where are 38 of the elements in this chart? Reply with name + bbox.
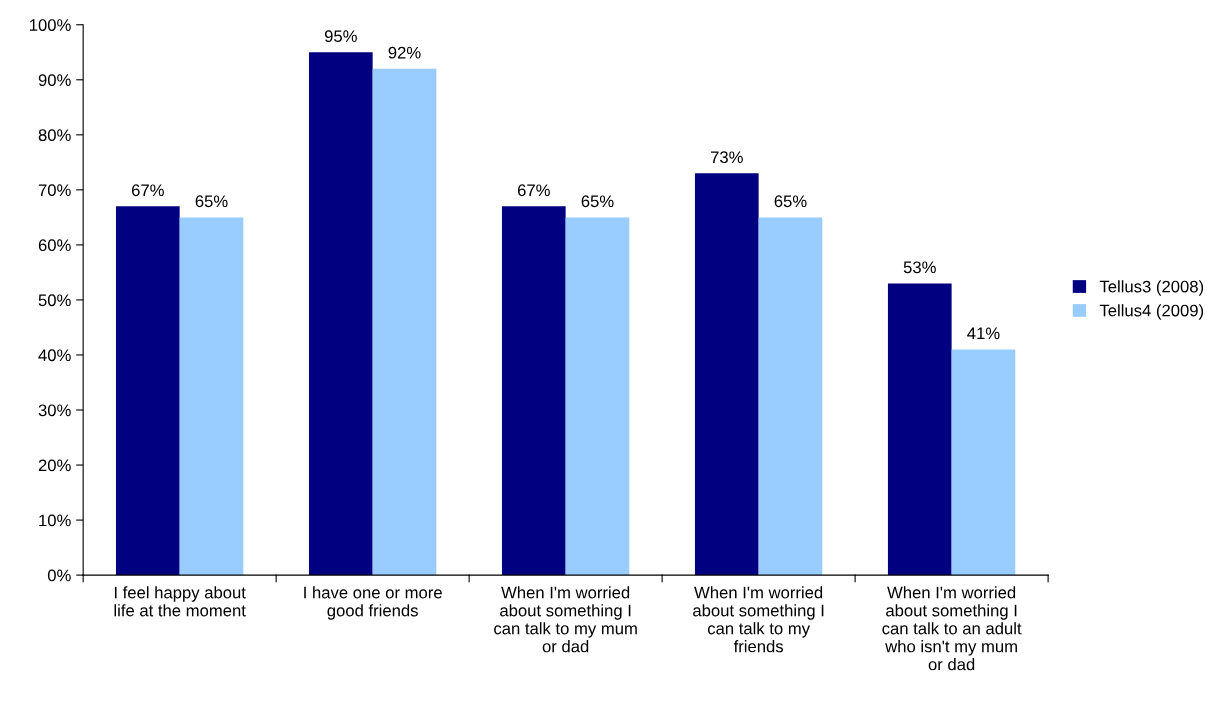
y-tick-label: 10%: [39, 514, 71, 527]
bar: [501, 206, 566, 576]
bar: [565, 217, 630, 576]
y-tick-label: 0%: [47, 569, 71, 582]
data-label: 67%: [517, 184, 550, 197]
data-label: 67%: [131, 184, 164, 197]
data-label: 73%: [710, 151, 743, 164]
y-tick-label: 80%: [38, 129, 71, 142]
data-label: 95%: [324, 30, 357, 43]
bar: [115, 206, 180, 576]
data-label: 65%: [195, 195, 228, 208]
bar: [308, 52, 373, 576]
data-label: 65%: [581, 195, 614, 208]
bar: [758, 217, 823, 576]
y-tick-label: 70%: [38, 184, 71, 197]
bar: [887, 283, 952, 576]
bar: [179, 217, 244, 576]
y-tick-label: 100%: [30, 19, 71, 31]
x-tick-label: When I'm worried about something I can talk to an adult who isn't my mum or dad: [882, 586, 1022, 671]
bar: [372, 68, 437, 576]
legend-label: Tellus4 (2009): [1099, 304, 1204, 320]
data-label: 92%: [388, 46, 421, 59]
y-tick-label: 30%: [38, 404, 71, 417]
data-label: 53%: [903, 261, 936, 274]
y-tick-label: 90%: [38, 74, 71, 86]
bar: [694, 173, 759, 576]
x-tick-label: When I'm worried about something I can talk to my friends: [693, 586, 824, 653]
data-label: 41%: [967, 327, 1000, 340]
legend-label: Tellus3 (2008): [1099, 280, 1204, 296]
bar: [951, 349, 1016, 576]
y-tick-label: 60%: [38, 239, 71, 252]
x-tick-label: I feel happy about life at the moment: [114, 586, 246, 617]
y-tick-label: 40%: [38, 349, 71, 362]
data-label: 65%: [774, 195, 807, 208]
x-tick-label: When I'm worried about something I can talk to my mum or dad: [494, 586, 637, 653]
y-tick-label: 50%: [38, 294, 71, 307]
y-tick-label: 20%: [38, 459, 71, 472]
x-tick-label: I have one or more good friends: [304, 586, 442, 620]
